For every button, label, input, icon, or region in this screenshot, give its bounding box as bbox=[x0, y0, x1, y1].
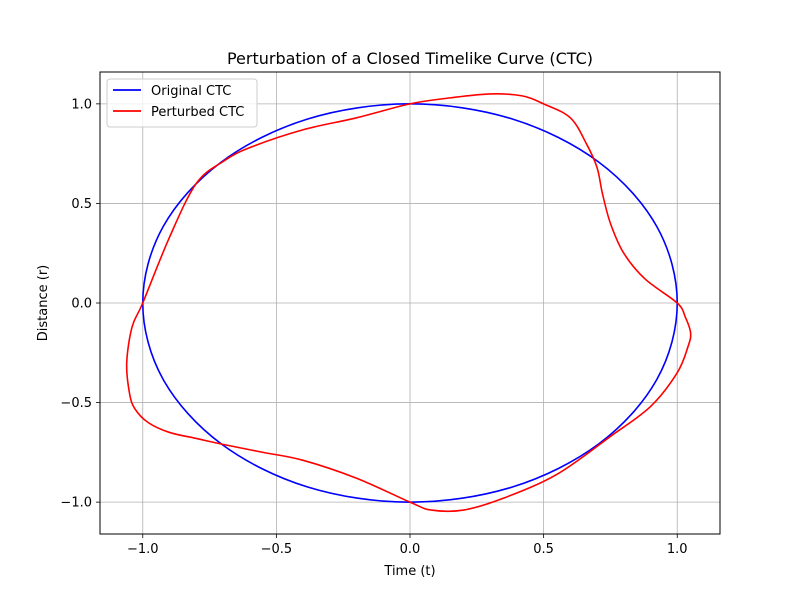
x-tick-label: 1.0 bbox=[667, 542, 688, 557]
y-tick-label: 1.0 bbox=[71, 97, 92, 112]
grid-layer bbox=[100, 72, 720, 534]
legend-box bbox=[106, 78, 258, 128]
y-tick-label: 0.5 bbox=[71, 197, 92, 212]
legend: Original CTC Perturbed CTC bbox=[106, 78, 258, 128]
tick-layer: −1.0 −0.5 0.0 0.5 1.0 −1.0 −0.5 0.0 0.5 1.0 bbox=[60, 97, 687, 557]
series-line-perturbed-ctc bbox=[125, 93, 692, 513]
y-tick-label: −1.0 bbox=[60, 496, 92, 511]
x-tick-label: 0.5 bbox=[533, 542, 554, 557]
legend-label-original: Original CTC bbox=[151, 84, 231, 99]
y-tick-label: 0.0 bbox=[71, 297, 92, 312]
chart-title: Perturbation of a Closed Timelike Curve … bbox=[227, 49, 593, 68]
legend-label-perturbed: Perturbed CTC bbox=[151, 105, 244, 120]
x-tick-label: −0.5 bbox=[261, 542, 293, 557]
y-axis-title: Distance (r) bbox=[36, 265, 51, 341]
x-axis-title: Time (t) bbox=[383, 564, 435, 579]
x-tick-label: 0.0 bbox=[400, 542, 421, 557]
series-layer bbox=[125, 93, 692, 513]
x-tick-label: −1.0 bbox=[127, 542, 159, 557]
y-tick-label: −0.5 bbox=[60, 396, 92, 411]
